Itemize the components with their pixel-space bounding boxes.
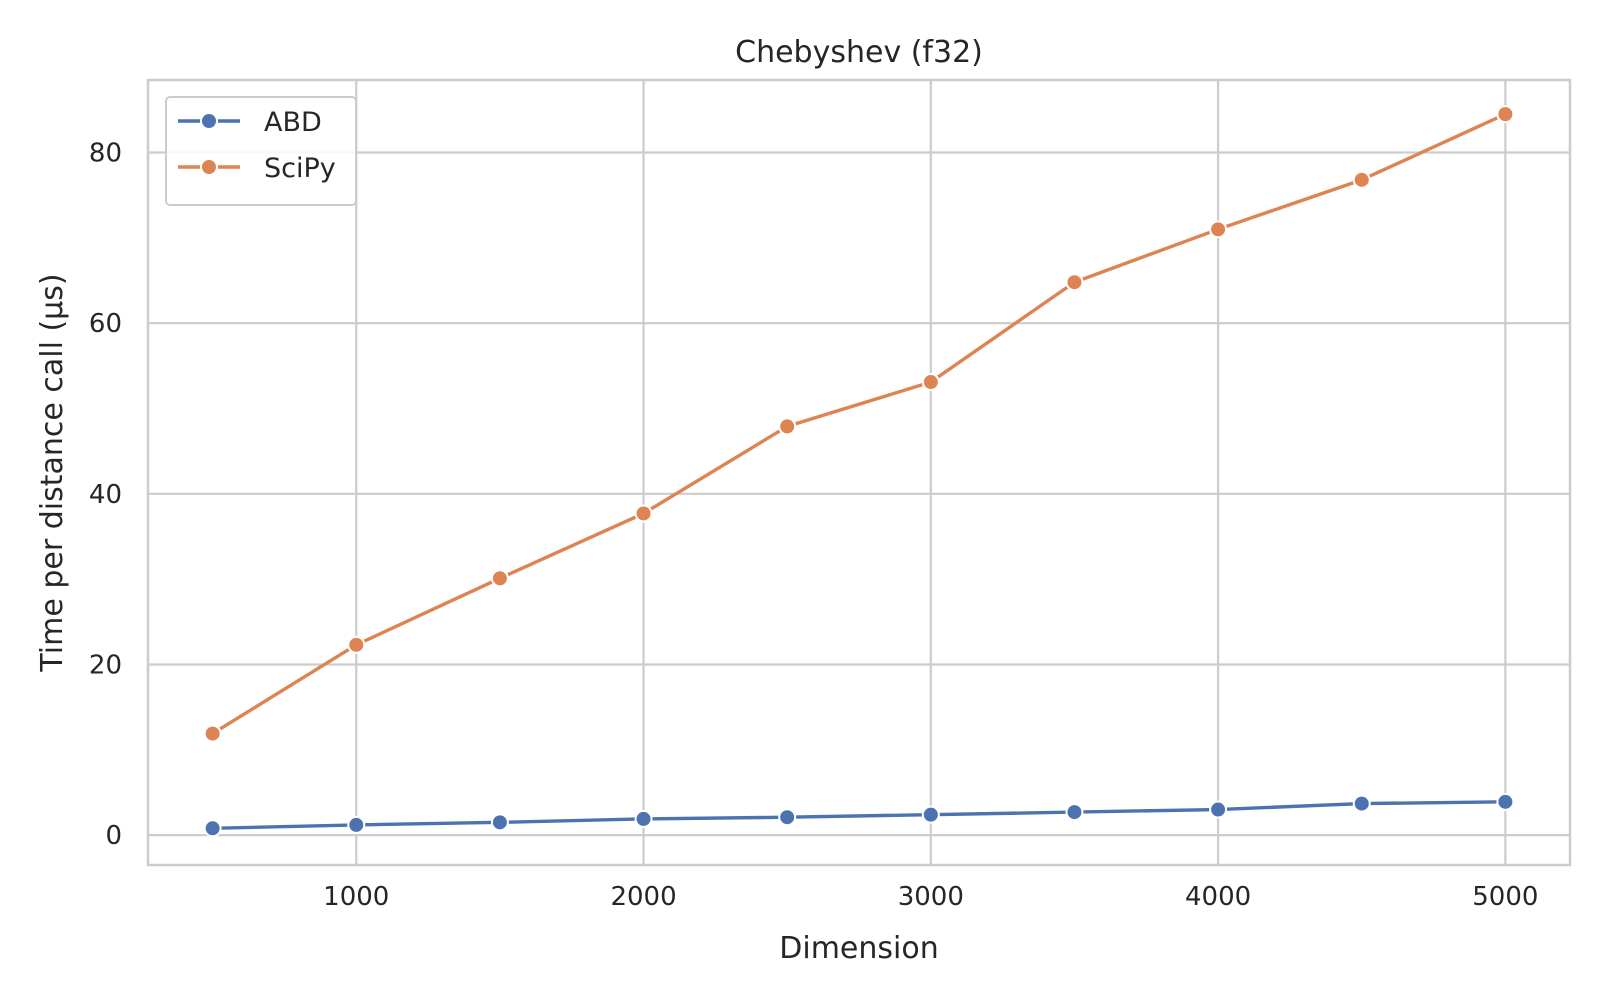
data-point-abd	[203, 819, 222, 838]
series-line-abd	[210, 800, 1508, 831]
plot-frame	[146, 78, 1572, 867]
legend-marker-scipy	[200, 158, 218, 176]
data-point-scipy	[490, 569, 509, 588]
data-point-abd	[634, 809, 653, 828]
chart-title: Chebyshev (f32)	[735, 35, 983, 70]
y-tick-label: 0	[105, 821, 122, 851]
y-tick-label: 80	[89, 139, 122, 169]
data-point-scipy	[1496, 105, 1515, 124]
data-point-abd	[1352, 794, 1371, 813]
data-point-scipy	[1065, 273, 1084, 292]
series-layer	[203, 105, 1515, 838]
data-point-scipy	[634, 504, 653, 523]
tick-labels: 1000 2000 3000 4000 5000 0 20 40 60 80	[89, 139, 1539, 912]
x-tick-label: 2000	[610, 882, 676, 912]
data-point-abd	[1065, 803, 1084, 822]
x-tick-label: 4000	[1185, 882, 1251, 912]
x-axis-title: Dimension	[779, 931, 938, 966]
data-point-scipy	[778, 417, 797, 436]
data-point-scipy	[1352, 170, 1371, 189]
data-point-scipy	[1209, 220, 1228, 239]
y-tick-label: 40	[89, 480, 122, 510]
legend-marker-abd	[200, 112, 218, 130]
y-axis-title: Time per distance call (µs)	[35, 273, 70, 672]
data-point-abd	[778, 808, 797, 827]
legend-box	[165, 96, 357, 206]
legend: ABD SciPy	[165, 96, 357, 206]
series-line-scipy	[210, 112, 1508, 736]
legend-label-abd: ABD	[264, 107, 322, 138]
data-point-abd	[490, 813, 509, 832]
data-point-abd	[1209, 800, 1228, 819]
x-tick-label: 3000	[898, 882, 964, 912]
x-tick-label: 1000	[323, 882, 389, 912]
data-point-scipy	[921, 373, 940, 392]
grid	[148, 80, 1570, 865]
data-point-abd	[921, 805, 940, 824]
data-point-abd	[1496, 792, 1515, 811]
y-tick-label: 60	[89, 309, 122, 339]
data-point-abd	[347, 815, 366, 834]
data-point-scipy	[347, 635, 366, 654]
x-tick-label: 5000	[1472, 882, 1538, 912]
legend-label-scipy: SciPy	[264, 153, 336, 184]
data-point-scipy	[203, 724, 222, 743]
y-tick-label: 20	[89, 650, 122, 680]
